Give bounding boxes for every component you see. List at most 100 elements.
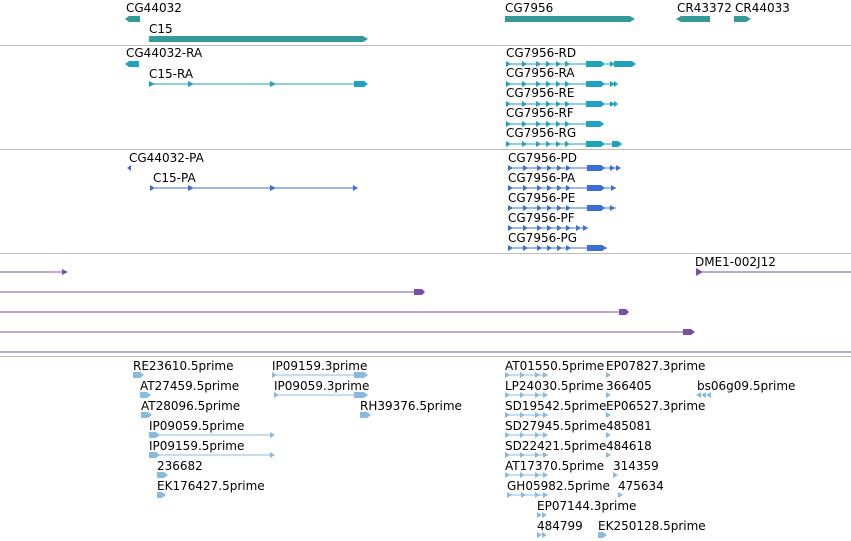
est-glyph-ek250128[interactable] [598,532,607,538]
feature-label-ip09159-5[interactable]: IP09159.5prime [149,439,245,453]
feature-label-314359[interactable]: 314359 [613,459,659,473]
est-glyph-236682[interactable] [157,472,168,478]
transcript-glyph-cg44032-ra[interactable] [125,61,139,67]
protein-glyph-cg7956-pd[interactable] [508,165,621,171]
feature-label-bs06g09[interactable]: bs06g09.5prime [697,379,796,393]
feature-label-cg7956-ra[interactable]: CG7956-RA [506,66,575,80]
feature-label-cg7956-rd[interactable]: CG7956-RD [506,46,577,60]
feature-label-cg7956-pd[interactable]: CG7956-PD [508,151,578,165]
transcript-glyph-c15-ra[interactable] [149,81,368,87]
feature-label-sd19542[interactable]: SD19542.5prime [505,399,607,413]
est-glyph-sd19542[interactable] [505,412,548,418]
feature-label-475634[interactable]: 475634 [618,479,664,493]
feature-label-sd27945[interactable]: SD27945.5prime [505,419,607,433]
feature-label-cg44032-ra[interactable]: CG44032-RA [126,46,203,60]
feature-label-dme1-002j12[interactable]: DME1-002J12 [695,255,776,269]
feature-label-484618[interactable]: 484618 [606,439,652,453]
est-glyph-ep06527[interactable] [606,412,611,418]
transcript-glyph-cg7956-rd[interactable] [506,61,636,67]
feature-label-ip09059-5[interactable]: IP09059.5prime [149,419,245,433]
feature-label-cg7956-pa[interactable]: CG7956-PA [508,171,576,185]
gene-glyph-c15[interactable] [149,36,368,42]
feature-label-366405[interactable]: 366405 [606,379,652,393]
feature-label-re23610[interactable]: RE23610.5prime [133,359,234,373]
feature-label-c15[interactable]: C15 [149,22,173,36]
transcript-glyph-cg7956-ra[interactable] [506,81,618,87]
est-glyph-lp24030[interactable] [505,392,548,398]
feature-label-ep07827[interactable]: EP07827.3prime [606,359,706,373]
feature-label-cg7956-rf[interactable]: CG7956-RF [506,106,574,120]
feature-label-cg44032[interactable]: CG44032 [126,1,182,15]
est-glyph-366405[interactable] [606,392,611,398]
protein-glyph-cg7956-pa[interactable] [508,185,616,191]
feature-label-cr43372[interactable]: CR43372 [677,1,732,15]
protein-glyph-cg44032-pa[interactable] [127,165,131,171]
est-glyph-rh39376[interactable] [360,412,371,418]
est-glyph-475634[interactable] [618,492,623,498]
transcript-glyph-cg7956-rg[interactable] [506,141,622,147]
feature-label-sd22421[interactable]: SD22421.5prime [505,439,607,453]
protein-glyph-cg7956-pf[interactable] [508,225,588,231]
feature-label-c15-pa[interactable]: C15-PA [153,171,196,185]
est-glyph-sd22421[interactable] [505,452,548,458]
feature-label-cg7956-pe[interactable]: CG7956-PE [508,191,576,205]
est-glyph-at17370[interactable] [505,472,548,478]
est-glyph-at27459[interactable] [140,392,151,398]
protein-glyph-c15-pa[interactable] [150,185,358,191]
feature-label-cg44032-pa[interactable]: CG44032-PA [129,151,204,165]
protein-glyph-cg7956-pe[interactable] [508,205,616,211]
feature-label-at01550[interactable]: AT01550.5prime [505,359,605,373]
feature-label-c15-ra[interactable]: C15-RA [149,67,194,81]
gene-glyph-cg44032[interactable] [125,16,140,22]
feature-label-ep06527[interactable]: EP06527.3prime [606,399,706,413]
est-glyph-314359[interactable] [613,472,618,478]
feature-label-at27459[interactable]: AT27459.5prime [140,379,240,393]
alignment-glyph[interactable] [0,329,695,335]
feature-label-ek250128[interactable]: EK250128.5prime [598,519,706,533]
feature-label-gh05982[interactable]: GH05982.5prime [507,479,610,493]
est-glyph-485081[interactable] [606,432,611,438]
est-glyph-ep07144[interactable] [537,512,547,518]
transcript-glyph-cg7956-re[interactable] [506,101,618,107]
est-glyph-ep07827[interactable] [606,372,611,378]
feature-label-cg7956-re[interactable]: CG7956-RE [506,86,575,100]
est-glyph-re23610[interactable] [133,372,144,378]
feature-label-rh39376[interactable]: RH39376.5prime [360,399,462,413]
feature-label-cg7956-pg[interactable]: CG7956-PG [508,231,578,245]
feature-label-ek176427[interactable]: EK176427.5prime [157,479,265,493]
est-glyph-ip09159-5[interactable] [149,452,275,458]
feature-label-484799[interactable]: 484799 [537,519,583,533]
feature-label-cg7956[interactable]: CG7956 [505,1,554,15]
feature-label-ip09059-3[interactable]: IP09059.3prime [274,379,370,393]
est-glyph-484618[interactable] [606,452,611,458]
feature-label-cg7956-rg[interactable]: CG7956-RG [506,126,577,140]
gene-glyph-cr44033[interactable] [734,16,751,22]
est-glyph-sd27945[interactable] [505,432,548,438]
est-glyph-at01550[interactable] [505,372,548,378]
feature-label-ep07144[interactable]: EP07144.3prime [537,499,637,513]
gene-glyph-cg7956[interactable] [505,16,635,22]
feature-label-236682[interactable]: 236682 [157,459,203,473]
est-glyph-bs06g09[interactable] [696,392,711,398]
est-glyph-ek176427[interactable] [157,492,166,498]
transcript-glyph-cg7956-rf[interactable] [506,121,604,127]
est-glyph-ip09059-3[interactable] [274,392,368,398]
alignment-glyph[interactable] [0,309,629,315]
est-glyph-gh05982[interactable] [507,492,548,498]
feature-label-cr44033[interactable]: CR44033 [735,1,790,15]
feature-label-485081[interactable]: 485081 [606,419,652,433]
est-glyph-484799[interactable] [537,532,547,538]
est-glyph-ip09059-5[interactable] [149,432,275,438]
gene-glyph-cr43372[interactable] [676,16,710,22]
feature-label-lp24030[interactable]: LP24030.5prime [505,379,604,393]
alignment-glyph-dme1-002j12[interactable] [696,268,851,276]
est-glyph-at28096[interactable] [141,412,152,418]
alignment-glyph[interactable] [0,269,68,275]
est-glyph-ip09159-3[interactable] [272,372,368,378]
feature-label-at28096[interactable]: AT28096.5prime [141,399,241,413]
feature-label-at17370[interactable]: AT17370.5prime [505,459,605,473]
feature-label-cg7956-pf[interactable]: CG7956-PF [508,211,575,225]
alignment-glyph[interactable] [0,289,425,295]
protein-glyph-cg7956-pg[interactable] [508,245,607,251]
feature-label-ip09159-3[interactable]: IP09159.3prime [272,359,368,373]
